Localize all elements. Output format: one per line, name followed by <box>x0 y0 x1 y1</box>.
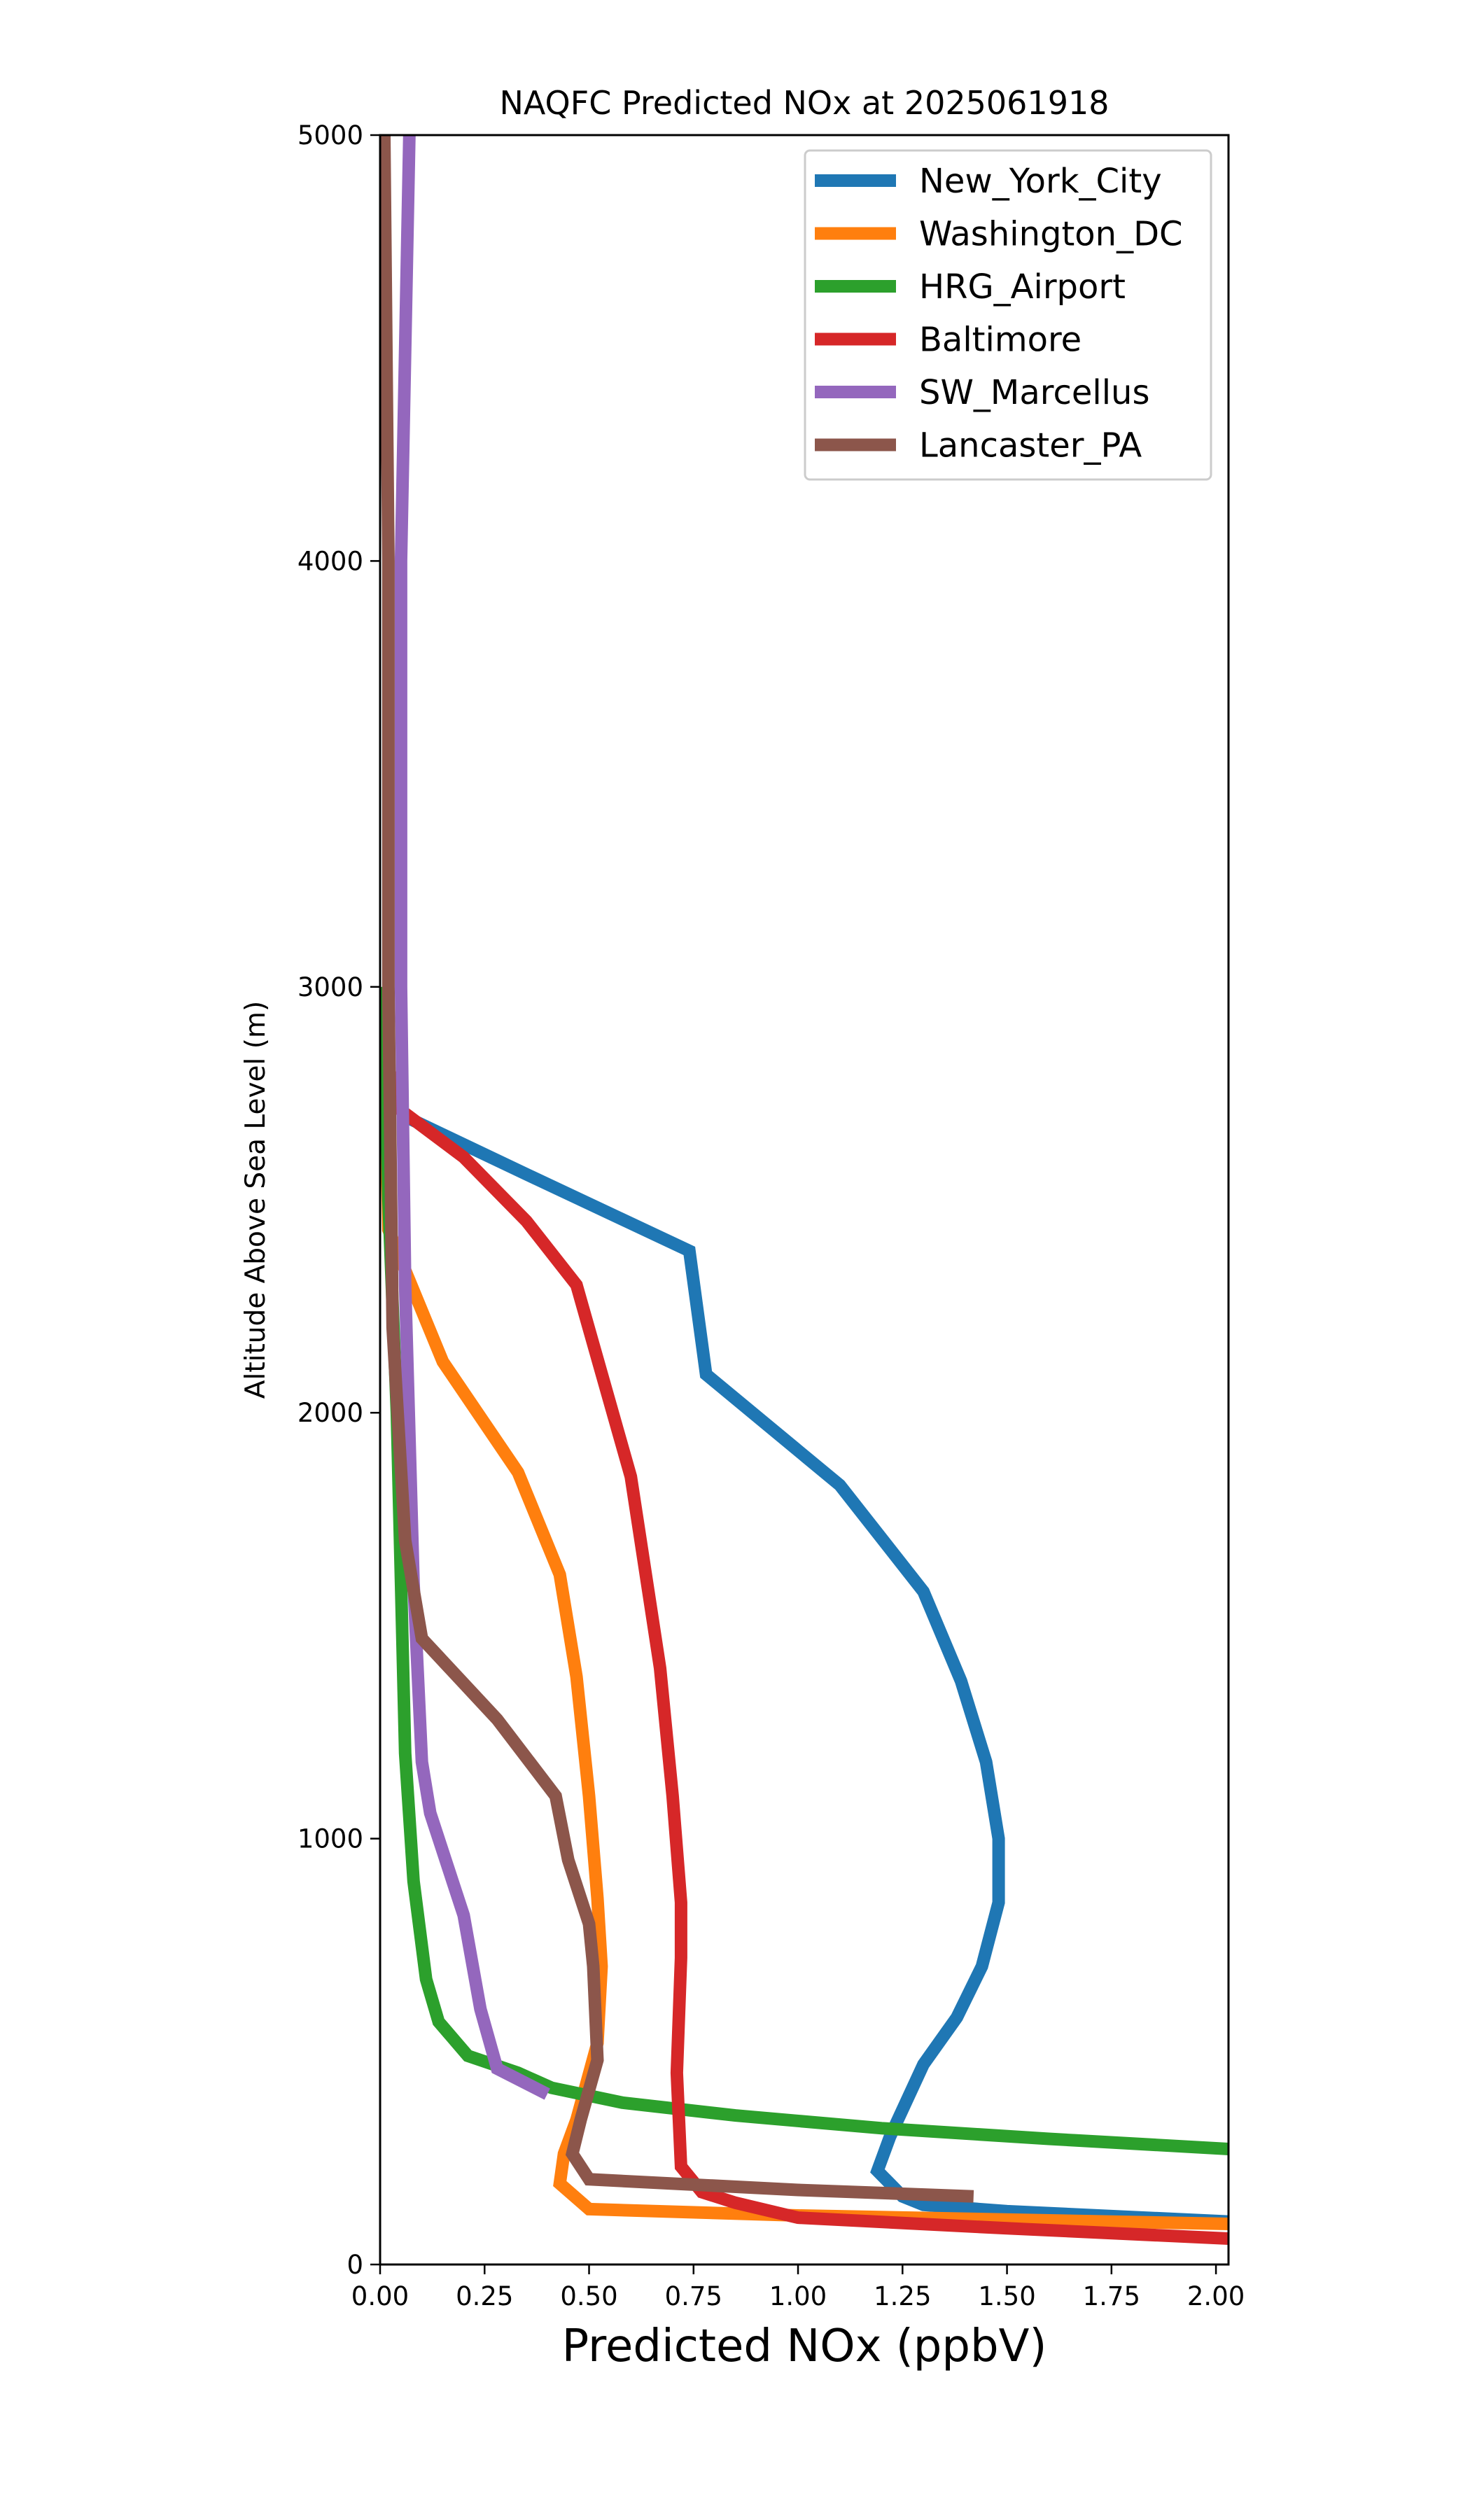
x-tick-label: 1.50 <box>978 2281 1035 2311</box>
y-tick-label: 3000 <box>298 972 363 1002</box>
legend-label-SW_Marcellus: SW_Marcellus <box>919 373 1149 412</box>
chart-title: NAQFC Predicted NOx at 2025061918 <box>499 84 1109 122</box>
legend-box <box>804 149 1212 481</box>
legend-label-Washington_DC: Washington_DC <box>919 215 1183 254</box>
x-tick-label: 0.50 <box>560 2281 617 2311</box>
x-tick-label: 1.75 <box>1083 2281 1140 2311</box>
legend: New_York_City Washington_DC HRG_Airport Bal… <box>804 149 1212 481</box>
legend-label-Lancaster_PA: Lancaster_PA <box>919 426 1142 465</box>
y-tick-label: 2000 <box>298 1398 363 1428</box>
series-line-New_York_City <box>398 1109 1228 2228</box>
y-tick-label: 0 <box>346 2250 363 2280</box>
legend-label-Baltimore: Baltimore <box>919 321 1082 360</box>
x-tick-label: 2.00 <box>1187 2281 1245 2311</box>
series-line-Lancaster_PA <box>380 135 974 2203</box>
x-tick-label: 0.25 <box>456 2281 513 2311</box>
y-tick-label: 1000 <box>298 1824 363 1854</box>
legend-label-HRG_Airport: HRG_Airport <box>919 267 1126 307</box>
x-tick-label: 1.00 <box>769 2281 827 2311</box>
plot-area-frame <box>379 134 1230 2266</box>
series-line-Baltimore <box>386 1070 1228 2245</box>
series-line-SW_Marcellus <box>394 135 550 2100</box>
x-tick-label: 1.25 <box>874 2281 931 2311</box>
x-axis: 0.00 0.25 0.50 0.75 1.00 1.25 1.50 1.75 2.00 <box>351 2264 1245 2311</box>
series-layer <box>380 135 1228 2245</box>
x-tick-label: 0.00 <box>351 2281 409 2311</box>
legend-label-New_York_City: New_York_City <box>919 162 1162 201</box>
y-tick-label: 5000 <box>298 120 363 150</box>
x-axis-label: Predicted NOx (ppbV) <box>562 2320 1047 2372</box>
y-axis: 0 1000 2000 3000 4000 5000 <box>298 120 380 2280</box>
y-axis-label: Altitude Above Sea Level (m) <box>240 1001 272 1399</box>
series-line-Washington_DC <box>380 1029 1228 2230</box>
y-tick-label: 4000 <box>298 546 363 576</box>
x-tick-label: 0.75 <box>665 2281 722 2311</box>
